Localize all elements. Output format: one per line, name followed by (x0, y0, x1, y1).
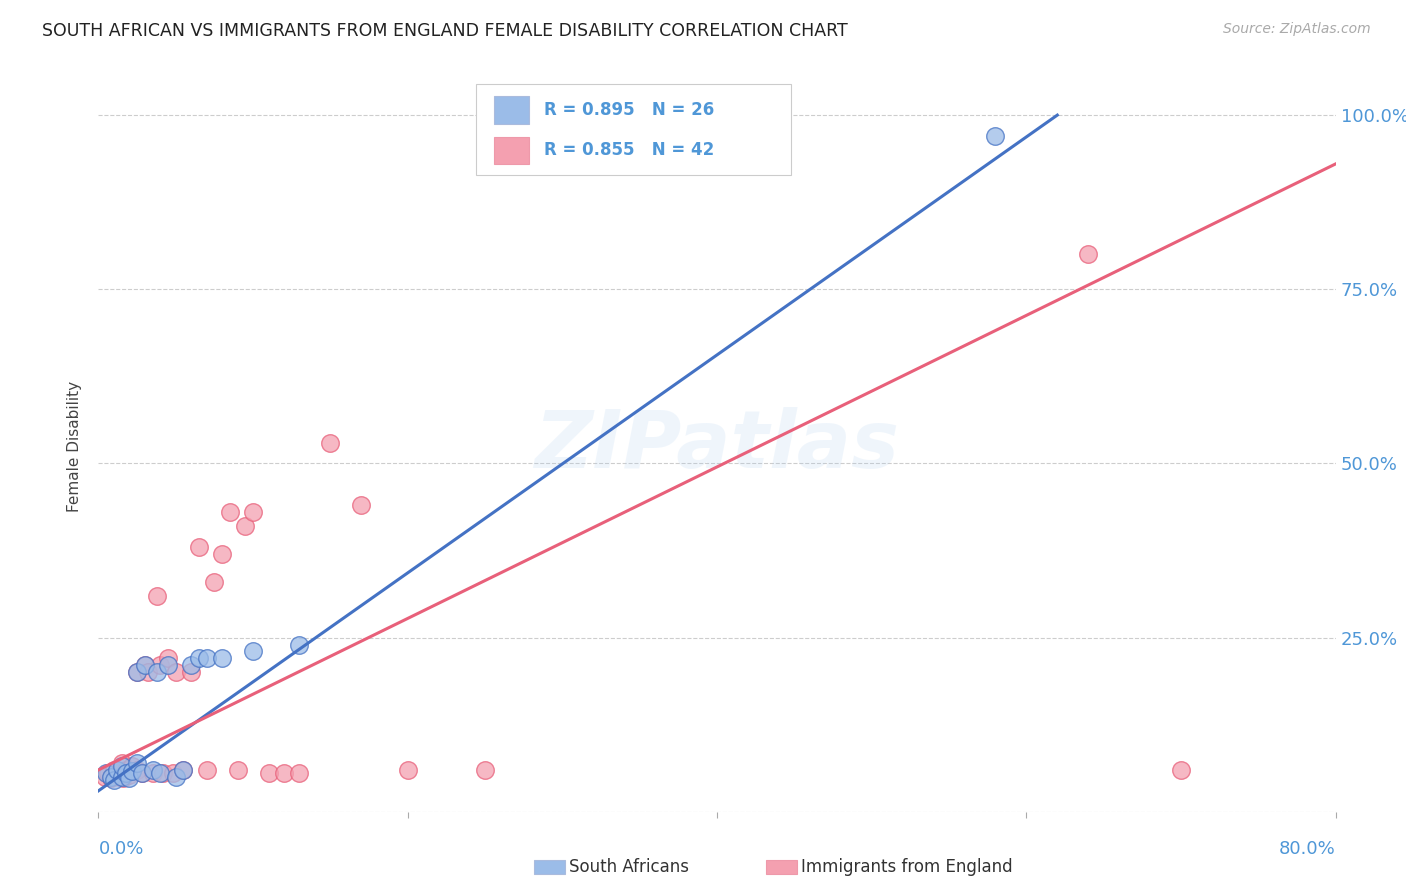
Point (219, 505, 242, 519)
Point (211, 651, 233, 665)
Point (118, 772, 141, 786)
Point (1077, 247, 1099, 261)
Point (188, 540, 211, 554)
Point (103, 763, 125, 777)
Point (131, 766, 153, 780)
Point (242, 505, 264, 519)
Point (1170, 763, 1192, 777)
Point (242, 644, 264, 658)
Point (93, 770, 115, 784)
Point (105, 763, 128, 777)
Point (257, 766, 280, 780)
Point (188, 651, 211, 665)
Point (111, 759, 134, 773)
Point (134, 658, 156, 673)
Point (111, 770, 134, 784)
Point (142, 763, 165, 777)
Point (149, 766, 172, 780)
Point (103, 773, 125, 788)
Point (115, 766, 138, 780)
Point (288, 766, 311, 780)
Point (121, 764, 143, 779)
Point (195, 763, 218, 777)
Point (100, 770, 122, 784)
Point (180, 665, 202, 680)
Point (112, 772, 135, 786)
Text: SOUTH AFRICAN VS IMMIGRANTS FROM ENGLAND FEMALE DISABILITY CORRELATION CHART: SOUTH AFRICAN VS IMMIGRANTS FROM ENGLAND… (42, 22, 848, 40)
Text: ZIPatlas: ZIPatlas (534, 407, 900, 485)
Point (319, 435, 342, 450)
Point (111, 756, 134, 770)
Point (146, 665, 169, 680)
Point (127, 665, 149, 680)
Text: 0.0%: 0.0% (98, 839, 143, 857)
Point (984, 128, 1007, 143)
FancyBboxPatch shape (495, 136, 529, 164)
Text: R = 0.895   N = 26: R = 0.895 N = 26 (544, 102, 714, 120)
Y-axis label: Female Disability: Female Disability (67, 380, 83, 512)
Point (273, 766, 295, 780)
Point (474, 763, 496, 777)
Point (146, 589, 169, 603)
Point (97, 766, 120, 780)
Point (165, 665, 187, 680)
Text: 80.0%: 80.0% (1279, 839, 1336, 857)
Point (157, 651, 180, 665)
Point (127, 665, 149, 680)
Point (115, 763, 138, 777)
Text: R = 0.855   N = 42: R = 0.855 N = 42 (544, 142, 714, 160)
Point (288, 638, 311, 652)
Point (195, 651, 218, 665)
Point (165, 770, 187, 784)
FancyBboxPatch shape (495, 96, 529, 124)
Point (131, 766, 153, 780)
Point (204, 574, 226, 589)
Point (226, 763, 249, 777)
Point (142, 766, 165, 780)
Text: Immigrants from England: Immigrants from England (801, 858, 1014, 876)
Point (173, 763, 195, 777)
Text: South Africans: South Africans (569, 858, 689, 876)
Point (235, 519, 257, 533)
Text: Source: ZipAtlas.com: Source: ZipAtlas.com (1223, 22, 1371, 37)
Point (350, 498, 373, 512)
Point (127, 756, 149, 770)
Point (149, 658, 172, 673)
Point (108, 770, 131, 784)
Point (162, 766, 184, 780)
FancyBboxPatch shape (475, 84, 792, 176)
Point (96, 766, 118, 780)
Point (100, 772, 122, 786)
Point (118, 768, 141, 782)
Point (157, 658, 180, 673)
Point (136, 665, 159, 680)
Point (121, 759, 143, 773)
Point (134, 658, 156, 673)
Point (396, 763, 419, 777)
Point (127, 763, 149, 777)
Point (152, 766, 174, 780)
Point (173, 763, 195, 777)
Point (180, 658, 202, 673)
Point (105, 766, 128, 780)
Point (211, 547, 233, 561)
